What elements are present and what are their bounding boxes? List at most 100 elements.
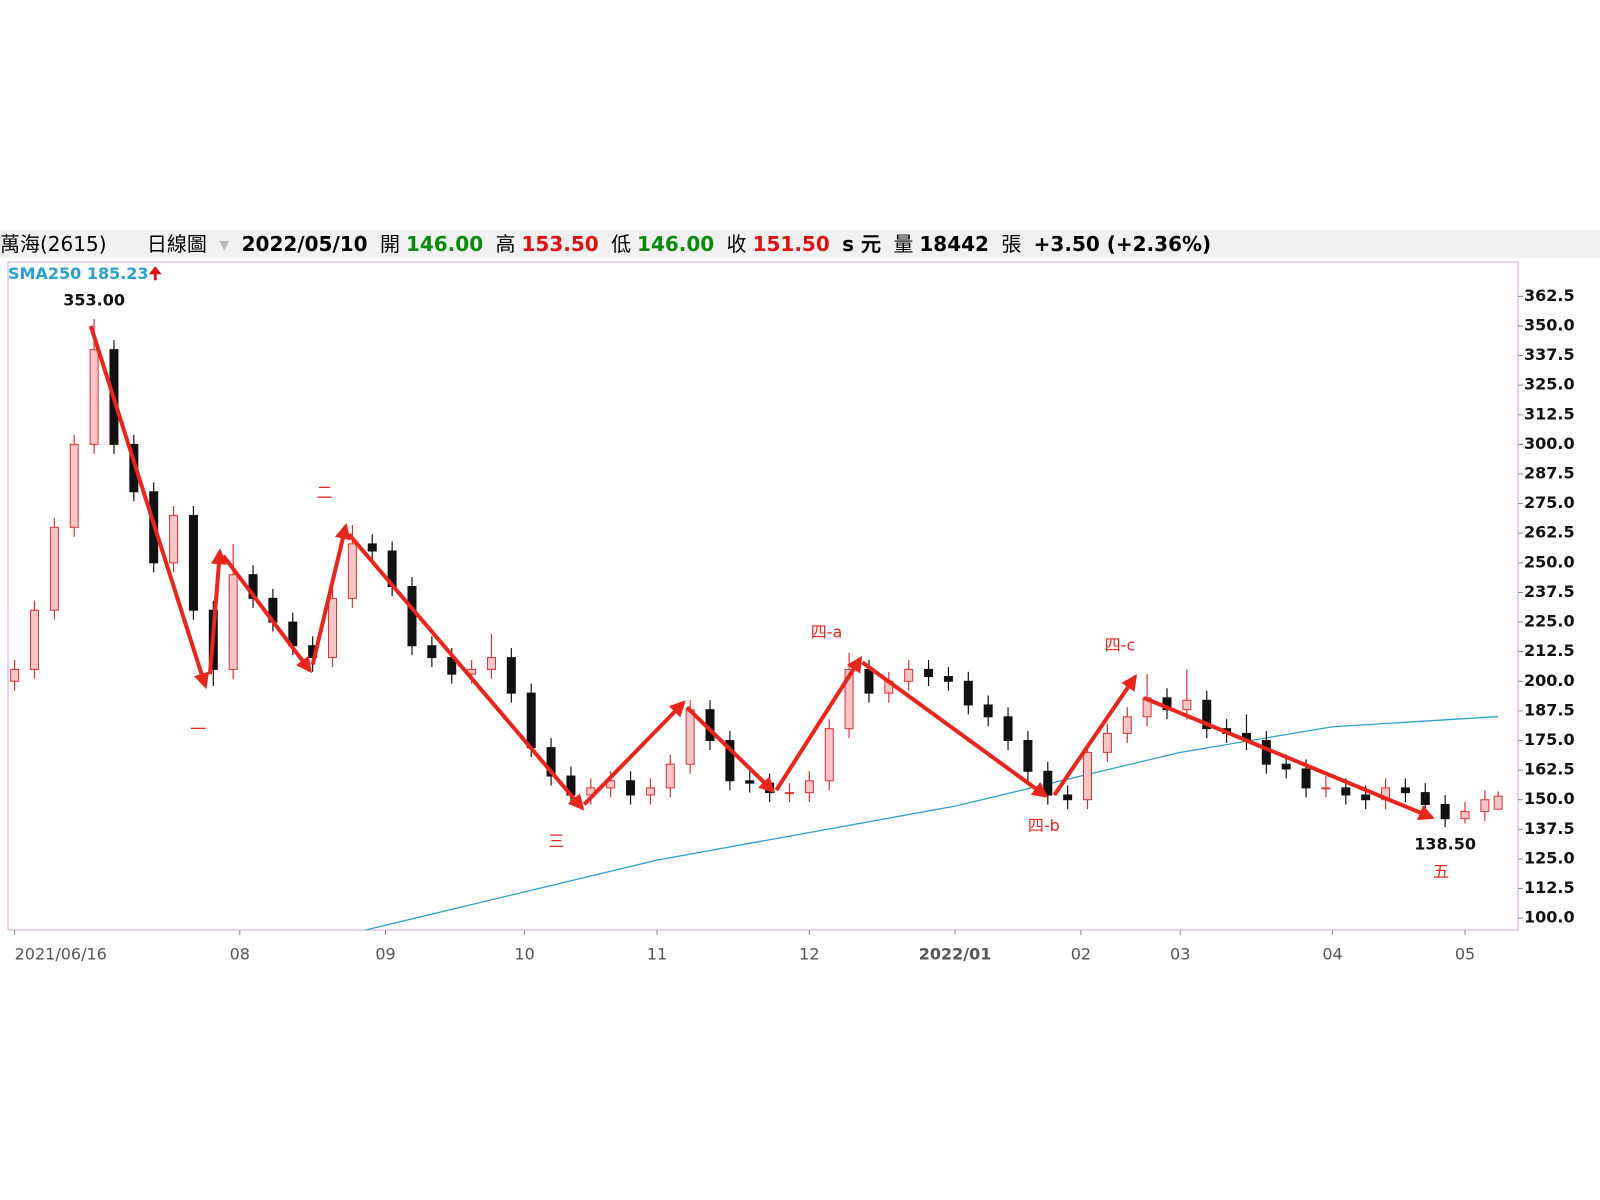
- sma-legend: SMA250 185.23🠉: [8, 264, 163, 283]
- extreme-label: 353.00: [63, 290, 125, 309]
- y-tick-label: 300.0: [1524, 434, 1575, 453]
- y-tick-label: 350.0: [1524, 315, 1575, 334]
- wave-arrow: [310, 523, 351, 666]
- candle-body: [725, 739, 735, 782]
- candle-body: [1341, 787, 1351, 796]
- candle-body: [1122, 716, 1132, 734]
- candle-body: [983, 704, 993, 718]
- candle-body: [804, 780, 814, 794]
- candle-body: [1321, 787, 1331, 790]
- candle-body: [1023, 739, 1033, 772]
- candle-body: [1202, 699, 1212, 730]
- y-tick-label: 187.5: [1524, 700, 1575, 719]
- change: +3.50 (+2.36%): [1033, 232, 1212, 256]
- candle-body: [1460, 811, 1470, 820]
- wave-label: 五: [1433, 862, 1449, 881]
- candle-body: [645, 787, 655, 796]
- y-tick-label: 150.0: [1524, 789, 1575, 808]
- candle-body: [427, 645, 437, 659]
- candle-body: [29, 609, 39, 670]
- candle-body: [963, 680, 973, 706]
- candle-body: [486, 657, 496, 670]
- candle-body: [1043, 770, 1053, 796]
- candle-body: [1361, 794, 1371, 801]
- stock-name: 萬海(2615): [0, 232, 107, 256]
- wave-arrow: [1143, 696, 1435, 820]
- x-tick-label: 02: [1071, 945, 1091, 964]
- candle-body: [546, 747, 556, 777]
- low-label: 低: [611, 232, 632, 256]
- candle-body: [506, 657, 516, 694]
- candle-body: [1102, 732, 1112, 753]
- y-tick-label: 112.5: [1524, 878, 1575, 897]
- x-tick-label: 2022/01: [919, 945, 992, 964]
- y-tick-label: 250.0: [1524, 552, 1575, 571]
- candle-body: [1063, 794, 1073, 801]
- candle-body: [1301, 768, 1311, 789]
- y-tick-label: 200.0: [1524, 671, 1575, 690]
- y-tick-label: 362.5: [1524, 286, 1575, 305]
- candle-body: [69, 443, 79, 528]
- y-tick-label: 100.0: [1524, 908, 1575, 927]
- candle-body: [188, 514, 198, 611]
- sma-line: [365, 715, 1499, 931]
- candle-body: [943, 676, 953, 682]
- candle-body: [49, 526, 59, 611]
- x-tick-label: 11: [647, 945, 667, 964]
- candle-body: [526, 692, 536, 749]
- y-tick-label: 175.0: [1524, 730, 1575, 749]
- candle-body: [1440, 803, 1450, 820]
- candle-body: [228, 574, 238, 670]
- candle-body: [685, 709, 695, 765]
- unit: s 元: [842, 232, 881, 256]
- x-tick-label: 2021/06/16: [15, 945, 107, 964]
- wave-label: 四-b: [1028, 816, 1060, 835]
- x-tick-label: 05: [1455, 945, 1475, 964]
- plot-frame: [7, 261, 1519, 931]
- y-tick-label: 225.0: [1524, 612, 1575, 631]
- dropdown-icon[interactable]: ▾: [219, 232, 230, 256]
- x-tick-label: 09: [375, 945, 395, 964]
- candle-body: [169, 514, 179, 564]
- wave-arrow: [861, 660, 1049, 798]
- close-label: 收: [726, 232, 747, 256]
- candle-body: [784, 792, 794, 795]
- candle-body: [1261, 739, 1271, 765]
- candle-body: [367, 543, 377, 552]
- y-tick-label: 137.5: [1524, 819, 1575, 838]
- y-tick-label: 325.0: [1524, 375, 1575, 394]
- volume: 18442: [919, 232, 989, 256]
- y-tick-label: 212.5: [1524, 641, 1575, 660]
- sma-value: 185.23: [87, 264, 149, 283]
- wave-arrow: [347, 533, 585, 811]
- candle-body: [1420, 792, 1430, 805]
- wave-arrow: [582, 700, 686, 806]
- candle-body: [10, 668, 20, 682]
- wave-arrow: [774, 655, 863, 792]
- high: 153.50: [521, 232, 599, 256]
- up-arrow-icon: 🠉: [149, 264, 163, 283]
- wave-label: 三: [548, 831, 564, 850]
- candle-body: [1003, 716, 1013, 741]
- candle-body: [1281, 763, 1291, 770]
- volume-unit: 張: [1001, 232, 1022, 256]
- candle-body: [1480, 799, 1490, 813]
- y-tick-label: 287.5: [1524, 464, 1575, 483]
- candle-body: [407, 586, 417, 647]
- wave-label: 四-c: [1105, 636, 1136, 655]
- x-tick-label: 03: [1170, 945, 1190, 964]
- wave-label: 二: [317, 483, 333, 502]
- x-tick-label: 08: [230, 945, 250, 964]
- sma-name: SMA250: [8, 264, 81, 283]
- candle-body: [904, 668, 914, 682]
- candle-body: [606, 780, 616, 789]
- wave-label: 四-a: [811, 622, 843, 641]
- candle-body: [665, 763, 675, 789]
- candle-body: [328, 597, 338, 659]
- y-tick-label: 312.5: [1524, 404, 1575, 423]
- period: 日線圖: [146, 232, 207, 256]
- x-tick-label: 10: [514, 945, 534, 964]
- header-bar: 萬海(2615) 日線圖 ▾ 2022/05/10 開 146.00 高 153.5…: [0, 230, 1600, 258]
- wave-label: 一: [190, 719, 206, 738]
